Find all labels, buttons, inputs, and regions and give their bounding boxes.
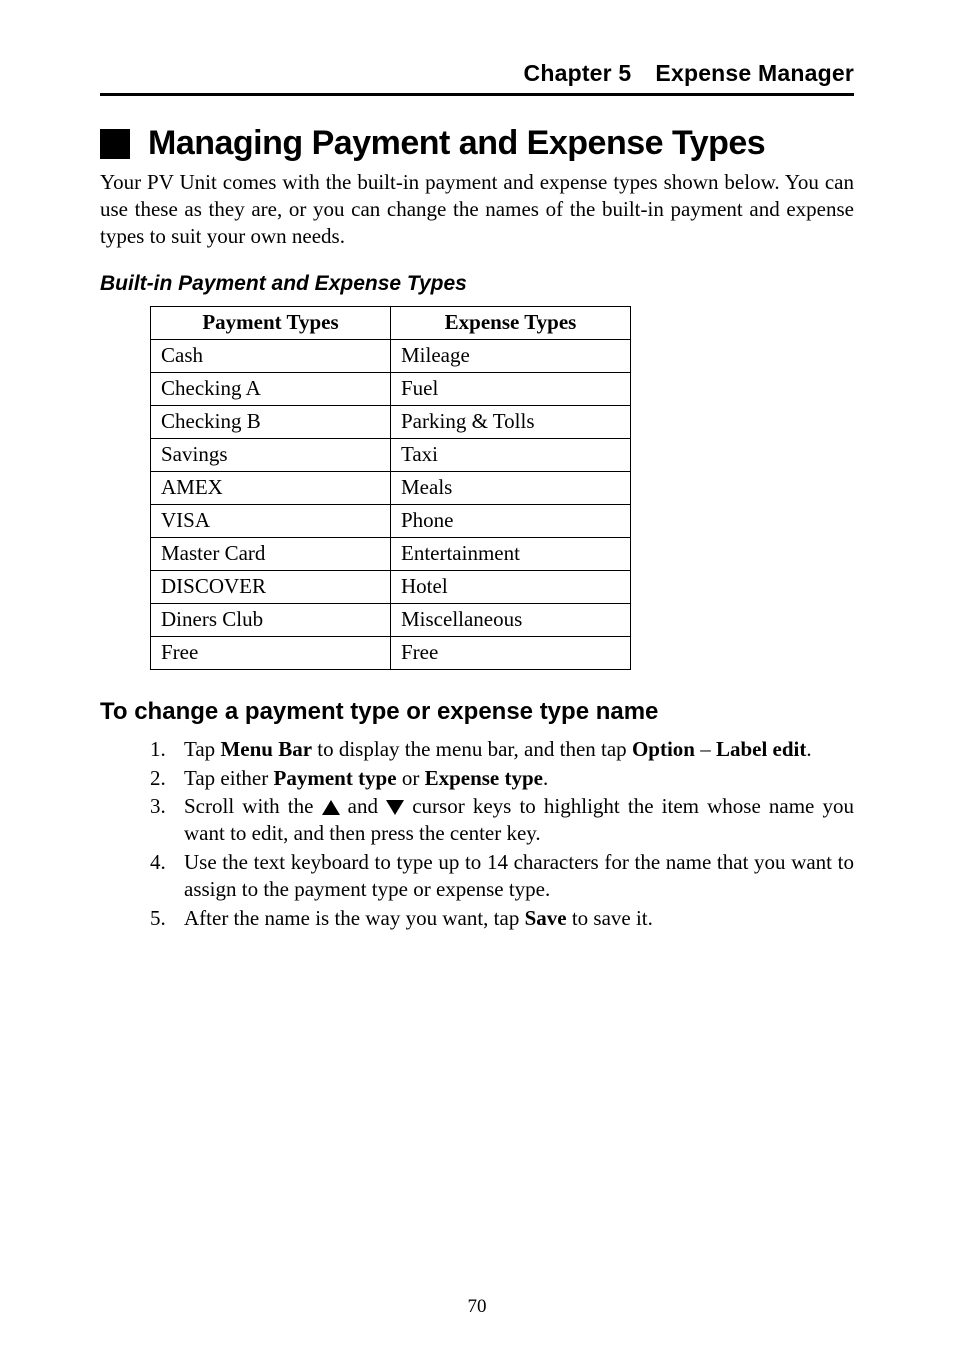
running-header: Chapter 5 Expense Manager [100,60,854,96]
step-body: Tap either Payment type or Expense type. [184,765,854,792]
cell: Meals [391,471,631,504]
heading-bullet-square-icon [100,129,130,159]
table-row: VISAPhone [151,504,631,537]
cell: Phone [391,504,631,537]
step-item: 2. Tap either Payment type or Expense ty… [150,765,854,792]
table-row: Master CardEntertainment [151,537,631,570]
table-row: Checking AFuel [151,372,631,405]
step-body: Tap Menu Bar to display the menu bar, an… [184,736,854,763]
cell: Parking & Tolls [391,405,631,438]
cell: VISA [151,504,391,537]
types-table-wrap: Payment Types Expense Types CashMileage … [150,306,854,670]
steps-list: 1. Tap Menu Bar to display the menu bar,… [150,736,854,932]
cell: Savings [151,438,391,471]
cell: Free [151,636,391,669]
cell: Cash [151,339,391,372]
cell: Miscellaneous [391,603,631,636]
table-row: FreeFree [151,636,631,669]
cell: DISCOVER [151,570,391,603]
cell: Hotel [391,570,631,603]
table-row: SavingsTaxi [151,438,631,471]
section-heading: Managing Payment and Expense Types [148,124,765,163]
page-number: 70 [0,1296,954,1318]
cell: Taxi [391,438,631,471]
step-number: 2. [150,765,184,792]
chapter-title: Expense Manager [655,60,854,86]
intro-paragraph: Your PV Unit comes with the built-in pay… [100,169,854,250]
cell: Checking B [151,405,391,438]
table-row: AMEXMeals [151,471,631,504]
step-number: 3. [150,793,184,847]
procedure-heading: To change a payment type or expense type… [100,698,854,726]
triangle-down-icon [386,800,404,815]
section-heading-row: Managing Payment and Expense Types [100,124,854,163]
triangle-up-icon [322,800,340,815]
step-number: 4. [150,849,184,903]
table-header-row: Payment Types Expense Types [151,306,631,339]
table-row: CashMileage [151,339,631,372]
table-row: DISCOVERHotel [151,570,631,603]
step-item: 4. Use the text keyboard to type up to 1… [150,849,854,903]
step-body: After the name is the way you want, tap … [184,905,854,932]
step-item: 3. Scroll with the and cursor keys to hi… [150,793,854,847]
chapter-label: Chapter 5 [524,60,632,86]
cell: AMEX [151,471,391,504]
step-item: 5. After the name is the way you want, t… [150,905,854,932]
step-item: 1. Tap Menu Bar to display the menu bar,… [150,736,854,763]
table-row: Diners ClubMiscellaneous [151,603,631,636]
table-row: Checking BParking & Tolls [151,405,631,438]
cell: Free [391,636,631,669]
step-body: Use the text keyboard to type up to 14 c… [184,849,854,903]
cell: Entertainment [391,537,631,570]
cell: Checking A [151,372,391,405]
cell: Mileage [391,339,631,372]
col-header-expense: Expense Types [391,306,631,339]
table-caption: Built-in Payment and Expense Types [100,272,854,296]
cell: Diners Club [151,603,391,636]
types-table: Payment Types Expense Types CashMileage … [150,306,631,670]
step-body: Scroll with the and cursor keys to highl… [184,793,854,847]
cell: Master Card [151,537,391,570]
cell: Fuel [391,372,631,405]
step-number: 5. [150,905,184,932]
step-number: 1. [150,736,184,763]
col-header-payment: Payment Types [151,306,391,339]
